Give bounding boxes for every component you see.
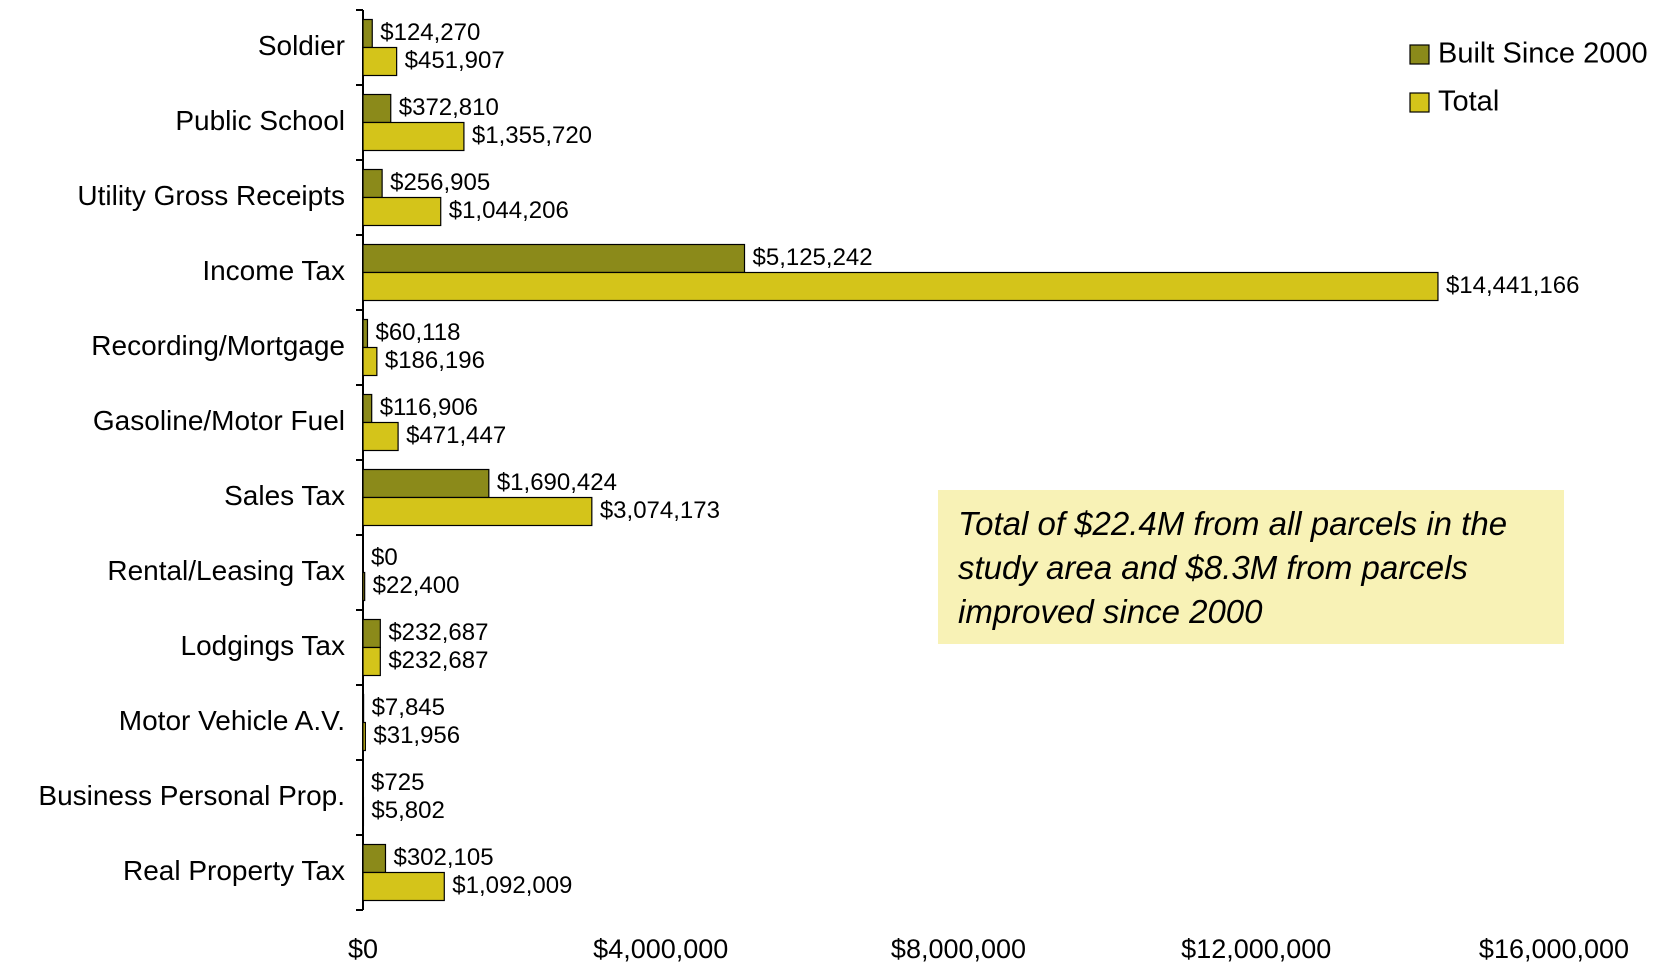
value-label-total-gasoline-motor-fuel: $471,447 <box>406 422 506 449</box>
legend: Built Since 2000 Total <box>1409 38 1648 118</box>
bar-total-soldier <box>362 46 398 77</box>
value-label-built-since-2000-soldier: $124,270 <box>380 19 480 46</box>
bar-built-since-2000-lodgings-tax <box>362 618 381 649</box>
value-label-built-since-2000-recording-mortgage: $60,118 <box>375 319 460 346</box>
category-labels: Soldier Public School Utility Gross Receip… <box>38 30 345 886</box>
value-labels: $124,270$451,907 $372,810$1,355,720 $256,9… <box>371 19 1579 899</box>
category-label-rental-leasing-tax: Rental/Leasing Tax <box>107 555 345 586</box>
value-label-total-recording-mortgage: $186,196 <box>385 347 485 374</box>
bar-built-since-2000-motor-vehicle-a-v <box>362 693 365 724</box>
value-label-built-since-2000-business-personal-prop: $725 <box>371 769 424 796</box>
y-axis-ticks <box>356 9 363 911</box>
value-label-built-since-2000-lodgings-tax: $232,687 <box>388 619 488 646</box>
value-label-total-rental-leasing-tax: $22,400 <box>373 572 460 599</box>
x-tick-label: $8,000,000 <box>891 934 1026 962</box>
bar-built-since-2000-sales-tax <box>362 468 490 499</box>
bar-total-utility-gross-receipts <box>362 196 442 227</box>
value-label-total-lodgings-tax: $232,687 <box>388 647 488 674</box>
value-label-total-income-tax: $14,441,166 <box>1446 272 1579 299</box>
value-label-built-since-2000-real-property-tax: $302,105 <box>393 844 493 871</box>
category-label-lodgings-tax: Lodgings Tax <box>181 630 346 661</box>
category-label-income-tax: Income Tax <box>202 255 345 286</box>
value-label-built-since-2000-gasoline-motor-fuel: $116,906 <box>380 394 478 421</box>
value-label-built-since-2000-public-school: $372,810 <box>399 94 499 121</box>
value-label-built-since-2000-income-tax: $5,125,242 <box>753 244 873 271</box>
x-tick-label: $4,000,000 <box>593 934 728 962</box>
bar-total-motor-vehicle-a-v <box>362 721 366 752</box>
bar-built-since-2000-utility-gross-receipts <box>362 168 383 199</box>
category-label-utility-gross-receipts: Utility Gross Receipts <box>77 180 345 211</box>
bar-total-sales-tax <box>362 496 593 527</box>
value-label-total-motor-vehicle-a-v: $31,956 <box>373 722 460 749</box>
legend-swatch-total <box>1409 92 1430 113</box>
bar-total-recording-mortgage <box>362 346 378 377</box>
category-label-motor-vehicle-a-v: Motor Vehicle A.V. <box>119 705 345 736</box>
category-label-business-personal-prop: Business Personal Prop. <box>38 780 345 811</box>
bar-built-since-2000-public-school <box>362 93 392 124</box>
bar-total-rental-leasing-tax <box>362 571 366 602</box>
legend-label-built-since-2000: Built Since 2000 <box>1438 38 1648 70</box>
value-label-total-public-school: $1,355,720 <box>472 122 592 149</box>
bar-total-income-tax <box>362 271 1439 302</box>
value-label-built-since-2000-sales-tax: $1,690,424 <box>497 469 617 496</box>
bar-built-since-2000-recording-mortgage <box>362 318 369 349</box>
category-label-gasoline-motor-fuel: Gasoline/Motor Fuel <box>93 405 345 436</box>
bar-built-since-2000-income-tax <box>362 243 746 274</box>
value-label-built-since-2000-motor-vehicle-a-v: $7,845 <box>372 694 445 721</box>
bar-built-since-2000-gasoline-motor-fuel <box>362 393 373 424</box>
value-label-built-since-2000-utility-gross-receipts: $256,905 <box>390 169 490 196</box>
bar-total-lodgings-tax <box>362 646 381 677</box>
value-label-total-soldier: $451,907 <box>405 47 505 74</box>
legend-swatch-built-since-2000 <box>1409 44 1430 65</box>
category-label-recording-mortgage: Recording/Mortgage <box>91 330 345 361</box>
bars <box>362 18 1439 902</box>
bar-total-public-school <box>362 121 465 152</box>
chart-annotation: Total of $22.4M from all parcels in the … <box>938 490 1564 644</box>
legend-label-total: Total <box>1438 86 1499 118</box>
value-label-built-since-2000-rental-leasing-tax: $0 <box>371 544 398 571</box>
value-label-total-utility-gross-receipts: $1,044,206 <box>449 197 569 224</box>
value-label-total-business-personal-prop: $5,802 <box>371 797 444 824</box>
category-label-public-school: Public School <box>175 105 345 136</box>
x-axis-tick-labels: $0 $4,000,000 $8,000,000 $12,000,000 $16,000… <box>348 934 1629 962</box>
x-tick-label: $16,000,000 <box>1479 934 1629 962</box>
bar-built-since-2000-real-property-tax <box>362 843 387 874</box>
bar-total-real-property-tax <box>362 871 445 902</box>
bar-total-gasoline-motor-fuel <box>362 421 399 452</box>
value-label-total-sales-tax: $3,074,173 <box>600 497 720 524</box>
category-label-real-property-tax: Real Property Tax <box>123 855 345 886</box>
category-label-soldier: Soldier <box>258 30 345 61</box>
value-label-total-real-property-tax: $1,092,009 <box>452 872 572 899</box>
x-tick-label: $12,000,000 <box>1181 934 1331 962</box>
bar-built-since-2000-soldier <box>362 18 373 49</box>
x-tick-label: $0 <box>348 934 378 962</box>
category-label-sales-tax: Sales Tax <box>224 480 345 511</box>
